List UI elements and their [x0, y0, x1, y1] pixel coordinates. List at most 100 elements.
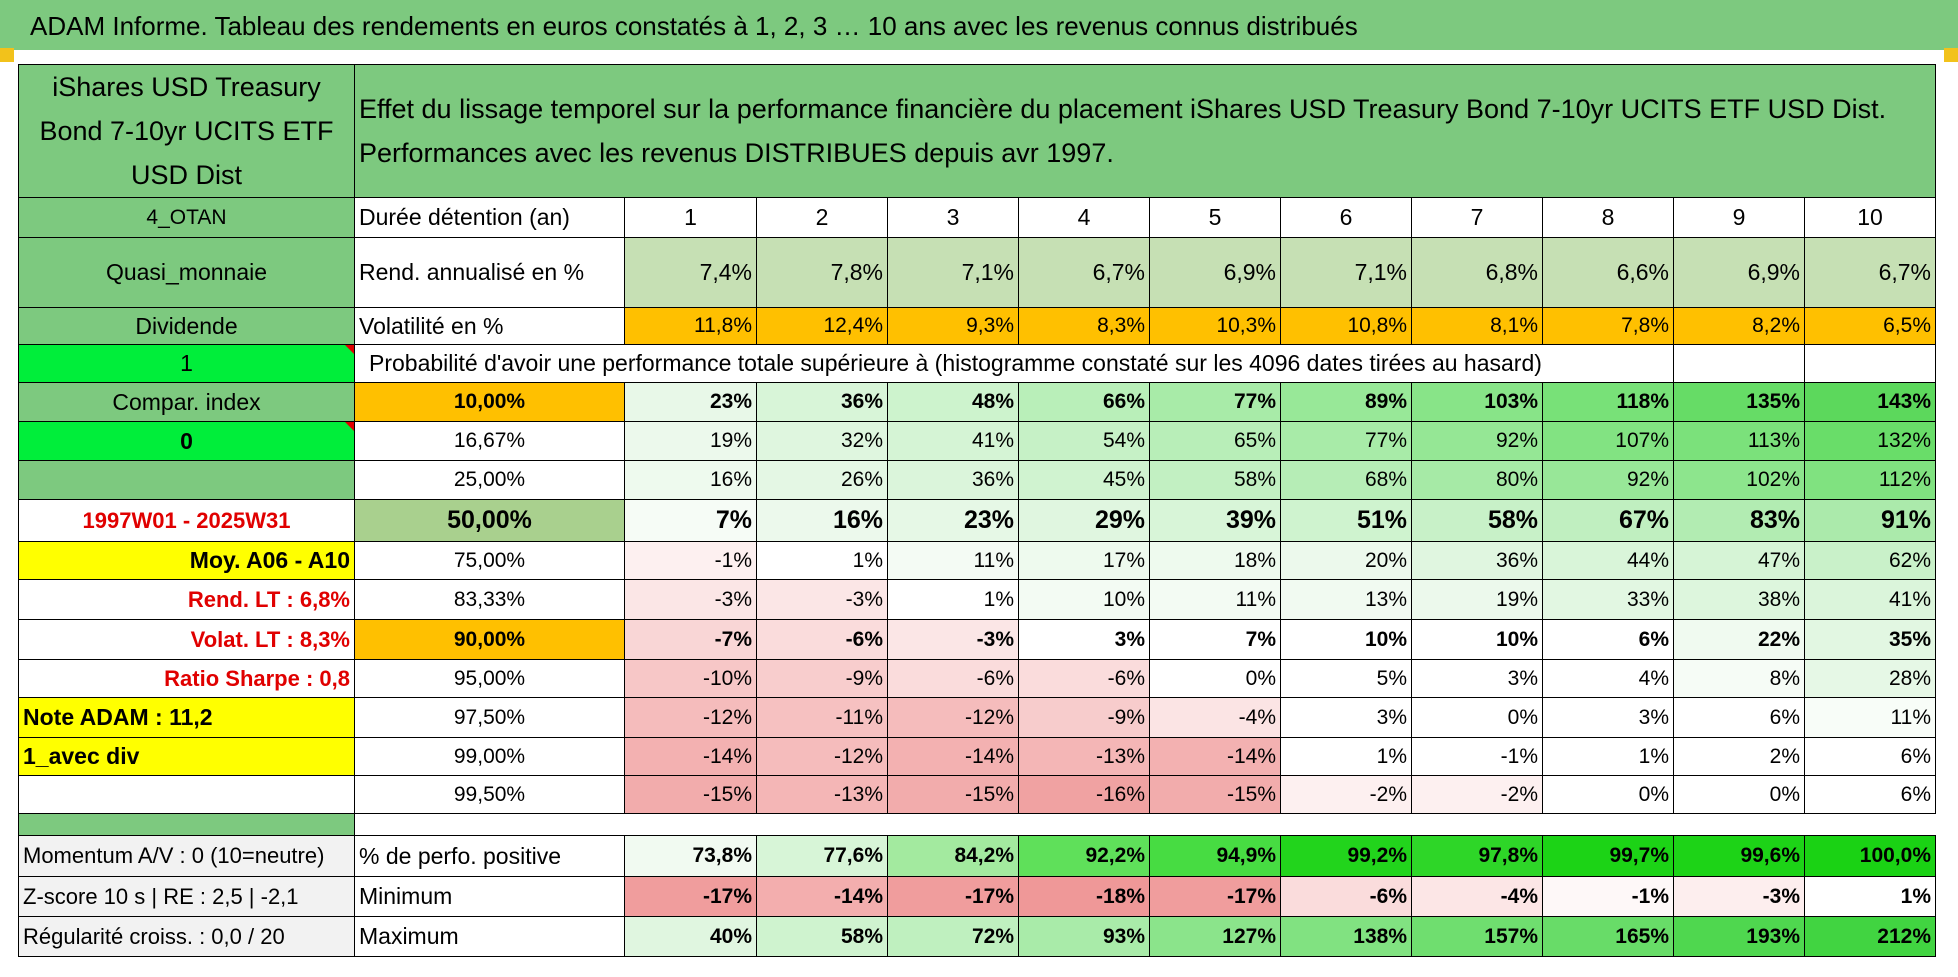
quantile-value: 2%	[1673, 737, 1805, 776]
quantile-value: -7%	[624, 619, 757, 660]
pct-positive-value: 100,0%	[1804, 835, 1936, 877]
year-header: 6	[1280, 197, 1412, 238]
quantile-value: 54%	[1018, 421, 1150, 461]
quantile-value: -10%	[624, 659, 757, 698]
maximum-value: 193%	[1673, 916, 1805, 957]
sharpe-cell: Ratio Sharpe : 0,8	[18, 659, 355, 698]
quantile-row: 99,50% -15% -13% -15% -16% -15% -2% -2% …	[18, 775, 1936, 814]
year-header: 2	[756, 197, 888, 238]
quantile-value: 92%	[1542, 460, 1674, 500]
quantile-value: 102%	[1673, 460, 1805, 500]
fund-name-cell: iShares USD Treasury Bond 7-10yr UCITS E…	[18, 64, 355, 198]
duration-label: Durée détention (an)	[354, 197, 625, 238]
dividend-value-cell[interactable]: 1	[18, 344, 355, 383]
rend-value: 6,9%	[1149, 237, 1281, 308]
description-line-2: Performances avec les revenus DISTRIBUES…	[359, 138, 1114, 168]
quantile-value: 3%	[1018, 619, 1150, 660]
corner-marker-left	[0, 48, 14, 62]
quantile-value: 47%	[1673, 541, 1805, 580]
quantile-value: -15%	[1149, 775, 1281, 814]
rend-value: 6,8%	[1411, 237, 1543, 308]
quantile-value: 89%	[1280, 382, 1412, 422]
quantile-value: 20%	[1280, 541, 1412, 580]
spacer-green-cell	[18, 813, 355, 836]
rend-lt-cell: Rend. LT : 6,8%	[18, 579, 355, 620]
quantile-value: 0%	[1411, 697, 1543, 738]
quantile-value: 6%	[1804, 775, 1936, 814]
quantile-value: 1%	[1542, 737, 1674, 776]
quantile-value: 3%	[1411, 659, 1543, 698]
minimum-value: -6%	[1280, 876, 1412, 917]
quantile-value: -1%	[1411, 737, 1543, 776]
quantile-value: 7%	[624, 499, 757, 542]
vol-value: 8,1%	[1411, 307, 1543, 345]
quantile-label: 25,00%	[354, 460, 625, 500]
vol-value: 9,3%	[887, 307, 1019, 345]
quantile-value: 11%	[1149, 579, 1281, 620]
pct-positive-value: 99,2%	[1280, 835, 1412, 877]
quantile-value: 0%	[1542, 775, 1674, 814]
quantile-value: 107%	[1542, 421, 1674, 461]
quantile-value: 80%	[1411, 460, 1543, 500]
rend-value: 6,7%	[1804, 237, 1936, 308]
quantile-value: -3%	[756, 579, 888, 620]
quantile-row: 25,00% 16% 26% 36% 45% 58% 68% 80% 92% 1…	[18, 460, 1936, 500]
quantile-value: -16%	[1018, 775, 1150, 814]
performance-table: iShares USD Treasury Bond 7-10yr UCITS E…	[18, 64, 1936, 957]
quantile-value: 65%	[1149, 421, 1281, 461]
minimum-value: -14%	[756, 876, 888, 917]
momentum-cell: Momentum A/V : 0 (10=neutre)	[18, 835, 355, 877]
rend-value: 7,1%	[1280, 237, 1412, 308]
minimum-value: -1%	[1542, 876, 1674, 917]
quantile-value: 10%	[1018, 579, 1150, 620]
pct-positive-label: % de perfo. positive	[354, 835, 625, 877]
rend-value: 6,9%	[1673, 237, 1805, 308]
quantile-value: 22%	[1673, 619, 1805, 660]
quantile-value: 4%	[1542, 659, 1674, 698]
maximum-value: 93%	[1018, 916, 1150, 957]
quantile-value: 83%	[1673, 499, 1805, 542]
year-header: 3	[887, 197, 1019, 238]
quantile-row: Note ADAM : 11,2 97,50% -12% -11% -12% -…	[18, 697, 1936, 738]
zscore-cell: Z-score 10 s | RE : 2,5 | -2,1	[18, 876, 355, 917]
quantile-value: 36%	[756, 382, 888, 422]
quantile-row: Ratio Sharpe : 0,8 95,00% -10% -9% -6% -…	[18, 659, 1936, 698]
quantile-value: -6%	[756, 619, 888, 660]
quantile-label: 95,00%	[354, 659, 625, 698]
quantile-value: 19%	[1411, 579, 1543, 620]
quantile-value: -9%	[756, 659, 888, 698]
quantile-value: 5%	[1280, 659, 1412, 698]
quantile-row: Moy. A06 - A10 75,00% -1% 1% 11% 17% 18%…	[18, 541, 1936, 580]
maximum-value: 157%	[1411, 916, 1543, 957]
year-header: 9	[1673, 197, 1805, 238]
quantile-row: 1_avec div 99,00% -14% -12% -14% -13% -1…	[18, 737, 1936, 776]
quantile-label: 83,33%	[354, 579, 625, 620]
minimum-value: -4%	[1411, 876, 1543, 917]
quantile-value: 1%	[756, 541, 888, 580]
probability-caption: Probabilité d'avoir une performance tota…	[354, 344, 1674, 383]
pct-positive-value: 77,6%	[756, 835, 888, 877]
dividend-label-cell: Dividende	[18, 307, 355, 345]
quantile-label: 16,67%	[354, 421, 625, 461]
pct-positive-value: 92,2%	[1018, 835, 1150, 877]
maximum-value: 40%	[624, 916, 757, 957]
quantile-value: -11%	[756, 697, 888, 738]
minimum-value: 1%	[1804, 876, 1936, 917]
quantile-value: 132%	[1804, 421, 1936, 461]
vol-value: 6,5%	[1804, 307, 1936, 345]
empty-cell	[18, 775, 355, 814]
quantile-value: 91%	[1804, 499, 1936, 542]
quantile-value: 77%	[1280, 421, 1412, 461]
vol-value: 7,8%	[1542, 307, 1674, 345]
asset-class-cell: Quasi_monnaie	[18, 237, 355, 308]
maximum-value: 58%	[756, 916, 888, 957]
vol-value: 10,3%	[1149, 307, 1281, 345]
minimum-value: -17%	[624, 876, 757, 917]
quantile-value: 10%	[1280, 619, 1412, 660]
quantile-value: -12%	[624, 697, 757, 738]
quantile-row: 1997W01 - 2025W31 50,00% 7% 16% 23% 29% …	[18, 499, 1936, 542]
quantile-value: -14%	[887, 737, 1019, 776]
quantile-value: 36%	[1411, 541, 1543, 580]
compar-index-value-cell[interactable]: 0	[18, 421, 355, 461]
empty-cell	[1673, 344, 1805, 383]
